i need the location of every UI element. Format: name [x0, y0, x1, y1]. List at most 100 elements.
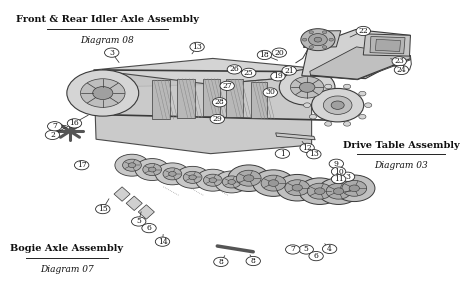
Circle shape [47, 122, 62, 131]
Circle shape [67, 70, 139, 116]
Circle shape [271, 72, 285, 81]
Circle shape [307, 183, 332, 199]
Circle shape [356, 26, 371, 36]
Circle shape [263, 88, 277, 97]
Circle shape [155, 237, 170, 246]
Circle shape [253, 170, 294, 196]
Circle shape [169, 171, 176, 176]
Polygon shape [370, 37, 405, 54]
Text: 3: 3 [109, 49, 114, 57]
Circle shape [227, 65, 242, 74]
Circle shape [196, 169, 230, 191]
Circle shape [143, 164, 162, 175]
Text: 27: 27 [222, 82, 232, 90]
Text: 19: 19 [273, 72, 283, 80]
Circle shape [325, 122, 332, 126]
Text: 6: 6 [146, 224, 152, 232]
Text: Diagram 03: Diagram 03 [374, 161, 428, 170]
Text: 2: 2 [50, 131, 55, 139]
Circle shape [228, 165, 269, 191]
Polygon shape [126, 196, 142, 211]
Polygon shape [94, 70, 311, 154]
Polygon shape [375, 39, 401, 52]
Polygon shape [152, 80, 170, 119]
Text: Diagram 07: Diagram 07 [40, 265, 94, 274]
Circle shape [365, 103, 372, 108]
Circle shape [318, 178, 359, 204]
Text: 26: 26 [229, 65, 239, 73]
Circle shape [300, 143, 314, 153]
Circle shape [315, 188, 325, 195]
Circle shape [344, 84, 351, 89]
Circle shape [344, 122, 351, 126]
Circle shape [215, 171, 249, 193]
Polygon shape [94, 58, 311, 87]
Circle shape [155, 163, 190, 185]
Text: 1: 1 [280, 150, 285, 158]
Circle shape [334, 175, 375, 202]
Circle shape [333, 188, 344, 195]
Circle shape [299, 245, 313, 254]
Circle shape [96, 204, 110, 214]
Text: 12: 12 [302, 144, 312, 152]
Circle shape [148, 167, 156, 172]
Circle shape [329, 38, 334, 41]
Polygon shape [177, 79, 195, 117]
Circle shape [189, 175, 196, 180]
Circle shape [299, 82, 315, 92]
Circle shape [342, 180, 367, 196]
Circle shape [331, 101, 344, 109]
Circle shape [67, 119, 82, 128]
Text: Drive Table Assembly: Drive Table Assembly [343, 140, 460, 150]
Circle shape [275, 149, 290, 158]
Text: 17: 17 [77, 161, 87, 169]
Circle shape [81, 79, 125, 107]
Circle shape [175, 166, 210, 188]
Text: 10: 10 [334, 168, 344, 175]
Text: 3: 3 [345, 173, 350, 181]
Circle shape [359, 114, 366, 119]
Circle shape [340, 172, 355, 181]
Polygon shape [276, 133, 315, 140]
Circle shape [268, 180, 279, 186]
Text: 28: 28 [215, 98, 224, 106]
Text: 24: 24 [397, 66, 406, 74]
Circle shape [183, 171, 202, 183]
Polygon shape [251, 81, 267, 118]
Circle shape [74, 161, 89, 170]
Polygon shape [303, 31, 341, 48]
Circle shape [309, 251, 323, 261]
Circle shape [209, 178, 217, 183]
Circle shape [314, 37, 322, 42]
Circle shape [394, 65, 409, 75]
Text: 30: 30 [265, 88, 275, 97]
Circle shape [142, 224, 156, 233]
Circle shape [282, 66, 296, 75]
Text: Front & Rear Idler Axle Assembly: Front & Rear Idler Axle Assembly [16, 15, 199, 24]
Circle shape [307, 150, 321, 159]
Polygon shape [203, 79, 219, 116]
Circle shape [123, 159, 141, 171]
Circle shape [237, 170, 261, 186]
Circle shape [310, 91, 317, 96]
Polygon shape [363, 34, 410, 56]
Circle shape [309, 34, 327, 46]
Circle shape [246, 256, 260, 266]
Text: 29: 29 [212, 115, 222, 123]
Circle shape [261, 175, 286, 191]
Circle shape [325, 84, 332, 89]
Text: 23: 23 [394, 57, 404, 65]
Text: 14: 14 [158, 238, 167, 246]
Circle shape [272, 48, 286, 57]
Circle shape [46, 130, 60, 139]
Circle shape [115, 154, 149, 176]
Circle shape [277, 175, 318, 201]
Text: 18: 18 [260, 51, 269, 59]
Text: 8: 8 [251, 257, 255, 265]
Circle shape [279, 69, 335, 105]
Circle shape [222, 176, 241, 188]
Text: 9: 9 [334, 160, 339, 168]
Text: 7: 7 [290, 245, 295, 253]
Text: 5: 5 [136, 218, 141, 226]
Circle shape [203, 174, 222, 186]
